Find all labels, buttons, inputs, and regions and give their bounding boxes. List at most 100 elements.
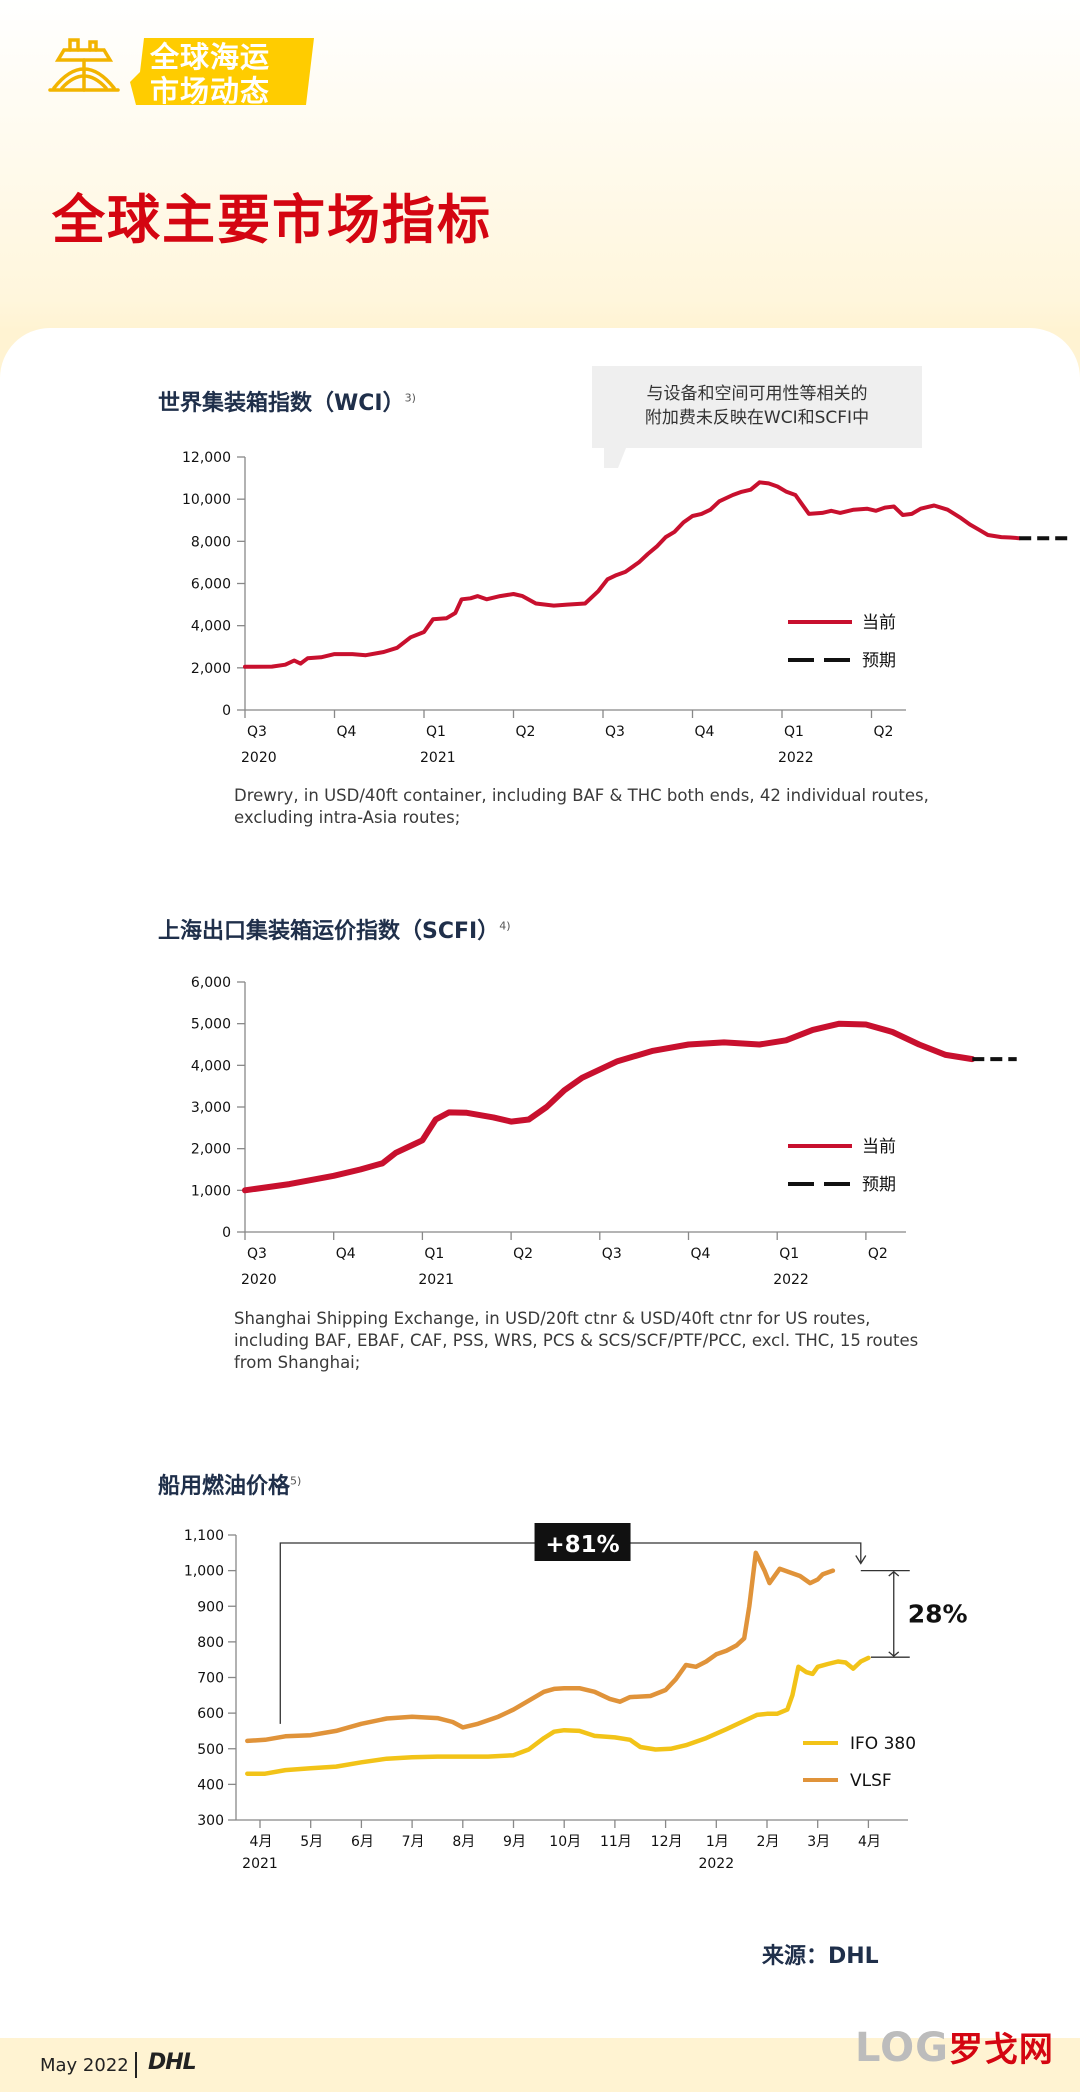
x-tick-label: Q4 (691, 1246, 711, 1262)
dhl-logo: DHL (148, 2050, 197, 2075)
fuel-footnote: 5) (290, 1474, 302, 1488)
y-tick-label: 900 (197, 1599, 224, 1615)
content-card (0, 328, 1080, 2038)
brand-line-2: 市场动态 (150, 74, 271, 108)
x-tick-label: 10月 (549, 1834, 581, 1850)
series-line-2 (245, 1550, 836, 1744)
x-tick-label: Q4 (695, 724, 715, 740)
y-tick-label: 800 (197, 1635, 224, 1651)
watermark-latin: LOG (855, 2025, 949, 2071)
y-tick-label: 700 (197, 1671, 224, 1687)
x-tick-label: 4月 (250, 1834, 273, 1850)
increase-arrow (855, 1555, 867, 1565)
x-tick-label: Q3 (247, 724, 267, 740)
y-tick-label: 6,000 (191, 577, 231, 593)
year-label: 2021 (418, 1272, 454, 1288)
footer-divider (135, 2052, 137, 2078)
y-tick-label: 4,000 (191, 619, 231, 635)
y-tick-label: 1,100 (184, 1528, 224, 1544)
wci-title: 世界集装箱指数（WCI）3) (158, 385, 416, 417)
x-tick-label: 7月 (402, 1834, 425, 1850)
fuel-title: 船用燃油价格5) (158, 1468, 301, 1500)
series-line-1 (242, 1020, 976, 1194)
legend-vlsf-label: VLSF (850, 1771, 892, 1791)
x-tick-label: Q2 (874, 724, 894, 740)
y-tick-label: 600 (197, 1706, 224, 1722)
x-tick-label: 6月 (351, 1834, 374, 1850)
year-label: 2021 (242, 1856, 278, 1872)
x-tick-label: 8月 (452, 1834, 475, 1850)
y-tick-label: 0 (222, 703, 231, 719)
year-label: 2022 (698, 1856, 734, 1872)
legend-forecast-label: 预期 (862, 1175, 896, 1195)
y-tick-label: 0 (222, 1225, 231, 1241)
wci-footnote: 3) (404, 391, 416, 405)
x-tick-label: Q3 (247, 1246, 267, 1262)
gap-arrow-head-bottom (888, 1651, 900, 1657)
series-line-1 (243, 480, 1022, 669)
x-tick-label: 5月 (300, 1834, 323, 1850)
y-tick-label: 1,000 (191, 1183, 231, 1199)
year-label: 2020 (241, 1272, 277, 1288)
scfi-title-text: 上海出口集装箱运价指数（SCFI） (158, 919, 500, 944)
legend-ifo-label: IFO 380 (850, 1734, 916, 1754)
x-tick-label: Q4 (337, 724, 357, 740)
footer-date: May 2022 (40, 2055, 129, 2076)
y-tick-label: 10,000 (182, 492, 231, 508)
callout-line-1: 与设备和空间可用性等相关的 (646, 384, 868, 404)
callout-line-2: 附加费未反映在WCI和SCFI中 (644, 408, 870, 428)
x-tick-label: 11月 (600, 1834, 632, 1850)
y-tick-label: 5,000 (191, 1017, 231, 1033)
year-label: 2022 (773, 1272, 809, 1288)
y-tick-label: 500 (197, 1742, 224, 1758)
x-tick-label: 12月 (651, 1834, 683, 1850)
y-tick-label: 400 (197, 1777, 224, 1793)
x-tick-label: Q1 (784, 724, 804, 740)
watermark-cn: 罗戈网 (948, 2030, 1054, 2070)
wci-note: Drewry, in USD/40ft container, including… (234, 786, 929, 827)
surcharge-callout: 与设备和空间可用性等相关的 附加费未反映在WCI和SCFI中 (592, 366, 922, 448)
y-tick-label: 4,000 (191, 1058, 231, 1074)
brand-line-1: 全球海运 (150, 40, 271, 74)
x-tick-label: 1月 (706, 1834, 729, 1850)
x-tick-label: 2月 (757, 1834, 780, 1850)
x-tick-label: Q2 (868, 1246, 888, 1262)
increase-label: +81% (545, 1532, 619, 1558)
x-tick-label: Q1 (426, 724, 446, 740)
ship-globe-icon (48, 38, 314, 105)
callout-tail (604, 448, 626, 468)
x-tick-label: 3月 (807, 1834, 830, 1850)
y-tick-label: 6,000 (191, 975, 231, 991)
x-tick-label: Q2 (516, 724, 536, 740)
scfi-chart: 0 1,000 2,000 3,000 4,000 5,000 6,000 Q3 Q4 Q1 Q2 Q… (191, 975, 1017, 1288)
x-tick-label: 9月 (503, 1834, 526, 1850)
gap-label: 28% (908, 1599, 968, 1628)
wci-title-text: 世界集装箱指数（WCI） (158, 391, 405, 416)
brand-logo (44, 30, 314, 105)
legend-current-label: 当前 (862, 613, 896, 633)
page-title: 全球主要市场指标 (52, 190, 492, 251)
legend-forecast-label: 预期 (862, 651, 896, 671)
brand-text: 全球海运 市场动态 (150, 40, 270, 108)
scfi-title: 上海出口集装箱运价指数（SCFI）4) (158, 913, 511, 945)
increase-badge (534, 1523, 631, 1561)
y-tick-label: 8,000 (191, 534, 231, 550)
source-label: 来源：DHL (762, 1944, 879, 1969)
watermark: LOG罗戈网 (855, 2022, 1054, 2071)
gap-arrow-head-top (888, 1570, 900, 1577)
year-label: 2020 (241, 750, 277, 766)
x-tick-label: Q3 (602, 1246, 622, 1262)
fuel-title-text: 船用燃油价格 (158, 1474, 291, 1499)
x-tick-label: Q1 (424, 1246, 444, 1262)
wci-chart: 0 2,000 4,000 6,000 8,000 10,000 12,000 Q3 Q4 Q1 Q… (182, 450, 1073, 766)
y-tick-label: 3,000 (191, 1100, 231, 1116)
x-tick-label: Q3 (605, 724, 625, 740)
year-label: 2022 (778, 750, 814, 766)
x-tick-label: 4月 (858, 1834, 881, 1850)
y-tick-label: 12,000 (182, 450, 231, 466)
legend-current-label: 当前 (862, 1137, 896, 1157)
y-tick-label: 2,000 (191, 661, 231, 677)
year-label: 2021 (420, 750, 456, 766)
x-tick-label: Q1 (779, 1246, 799, 1262)
x-tick-label: Q4 (336, 1246, 356, 1262)
